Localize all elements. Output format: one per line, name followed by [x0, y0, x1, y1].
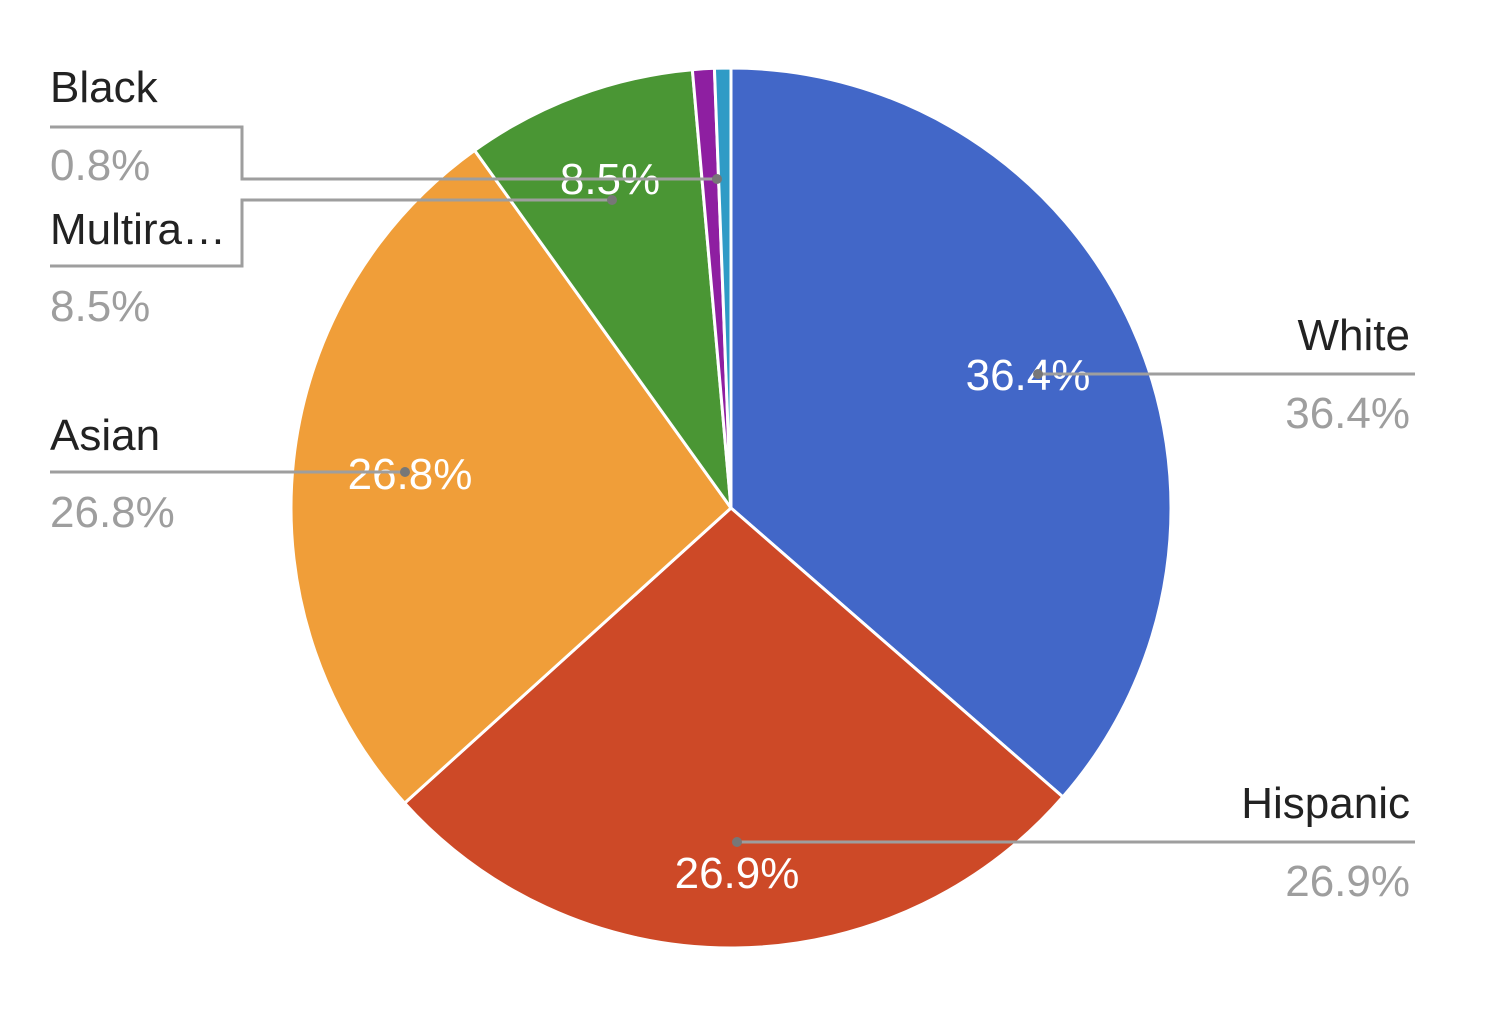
pie-slice-asian-2	[289, 148, 733, 805]
leader-dot-black	[712, 174, 722, 184]
leader-line-multiracial	[50, 198, 612, 268]
label-name-white: White	[1298, 311, 1410, 360]
label-value-hispanic: 26.9%	[1285, 857, 1410, 906]
label-name-hispanic: Hispanic	[1241, 779, 1410, 828]
slice-label-asian: 26.8%	[348, 450, 473, 499]
pie-slice-white-0	[729, 66, 1173, 799]
label-value-asian: 26.8%	[50, 488, 175, 537]
slice-label-hispanic: 26.9%	[675, 849, 800, 898]
leader-dot-multiracial	[607, 195, 617, 205]
label-name-black: Black	[50, 63, 159, 112]
label-value-multiracial: 8.5%	[50, 282, 150, 331]
leader-dot-white	[1033, 369, 1043, 379]
label-name-multiracial: Multira…	[50, 205, 226, 254]
leader-line-black	[50, 125, 717, 181]
leader-dot-hispanic	[732, 837, 742, 847]
pie-slice-hispanic-1	[403, 506, 1065, 950]
label-value-black: 0.8%	[50, 141, 150, 190]
leader-dot-asian	[400, 467, 410, 477]
label-name-asian: Asian	[50, 411, 160, 460]
label-value-white: 36.4%	[1285, 389, 1410, 438]
